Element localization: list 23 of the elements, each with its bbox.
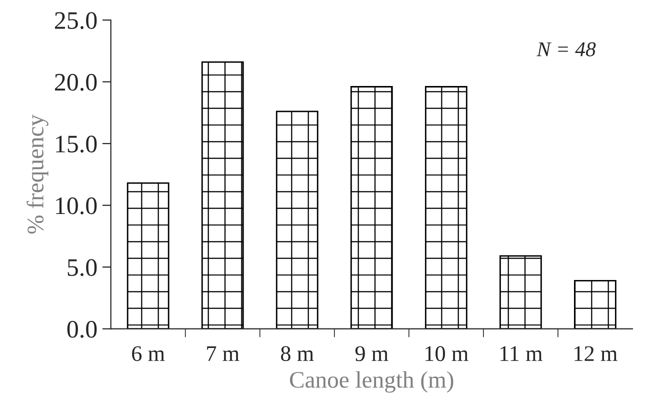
x-tick-label: 12 m — [574, 346, 618, 361]
y-tick-label: 25.0 — [54, 12, 97, 30]
annotation: N = 48 — [536, 42, 596, 56]
x-tick-label: 9 m — [355, 346, 388, 362]
y-tick-label: 0.0 — [67, 320, 97, 338]
y-tick-label: 20.0 — [54, 74, 97, 91]
x-tick-label: 6 m — [132, 346, 165, 362]
bar — [201, 61, 244, 329]
bar — [126, 182, 170, 329]
bar — [424, 86, 468, 329]
bar — [574, 280, 616, 329]
x-tick-label: 8 m — [280, 346, 314, 362]
x-tick-label: 11 m — [500, 346, 542, 361]
bar — [499, 255, 542, 329]
y-tick-label: 5.0 — [68, 259, 97, 276]
bar — [350, 86, 393, 329]
y-tick-label: 10.0 — [56, 197, 97, 214]
x-tick-label: 10 m — [426, 346, 468, 362]
bar — [276, 110, 318, 329]
x-axis-title: Canoe length (m) — [290, 371, 454, 393]
y-axis-title: % frequency — [26, 114, 48, 234]
y-tick-label: 15.0 — [56, 136, 97, 153]
x-tick-label: 7 m — [207, 346, 240, 361]
